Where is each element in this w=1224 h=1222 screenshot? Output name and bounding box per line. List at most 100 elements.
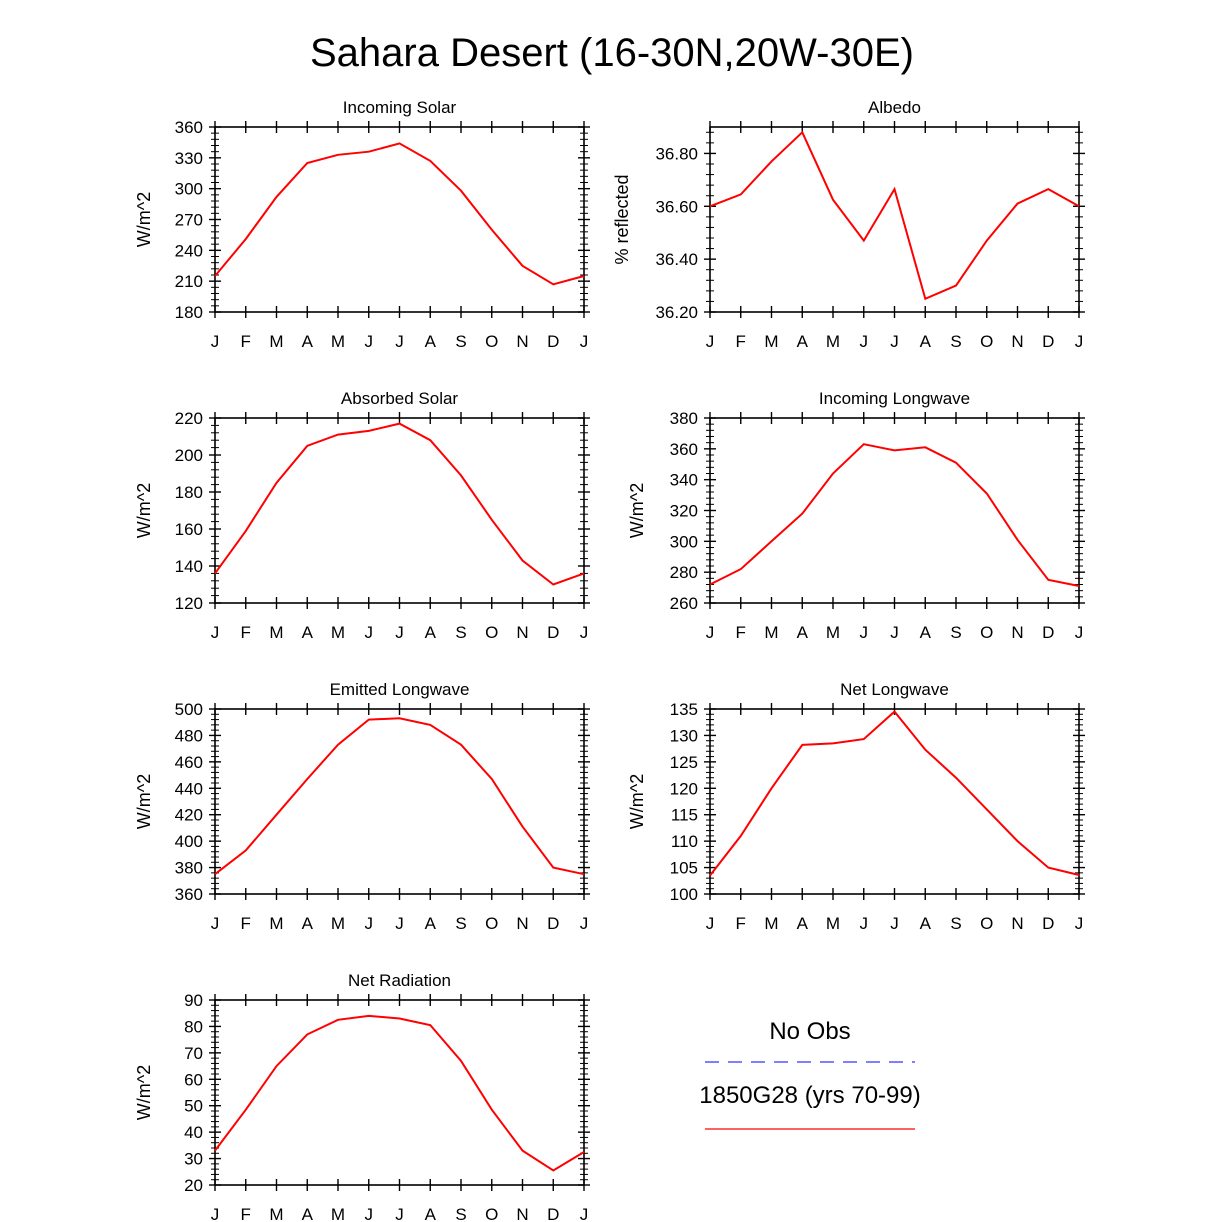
- panel-net-longwave: J F M A M J J A S O N D J100105110115120125130135Net…: [627, 680, 1085, 933]
- x-tick-label: F: [736, 332, 746, 351]
- x-tick-label: A: [425, 1205, 437, 1222]
- panels: J F M A M J J A S O N D J180210240270300330360Incomi…: [134, 98, 1085, 1222]
- x-tick-label: J: [211, 1205, 220, 1222]
- plot-frame: [214, 708, 585, 895]
- x-tick-label: D: [547, 1205, 559, 1222]
- x-tick-label: J: [365, 623, 374, 642]
- x-tick-label: F: [736, 623, 746, 642]
- y-tick-label: 300: [175, 180, 203, 199]
- x-tick-label: J: [890, 623, 899, 642]
- x-tick-label: J: [395, 1205, 404, 1222]
- y-tick-label: 100: [670, 885, 698, 904]
- x-tick-label: M: [331, 914, 345, 933]
- x-tick-label: J: [890, 332, 899, 351]
- y-tick-label: 120: [670, 779, 698, 798]
- panel-title: Incoming Solar: [343, 98, 457, 117]
- x-tick-label: A: [302, 332, 314, 351]
- y-tick-label: 180: [175, 303, 203, 322]
- y-tick-label: 260: [670, 594, 698, 613]
- x-tick-label: A: [797, 914, 809, 933]
- y-tick-label: 36.40: [655, 250, 698, 269]
- y-tick-label: 140: [175, 557, 203, 576]
- panel-incoming-solar: J F M A M J J A S O N D J180210240270300330360Incomi…: [134, 98, 590, 351]
- x-tick-label: S: [950, 914, 961, 933]
- x-tick-label: N: [1011, 623, 1023, 642]
- y-tick-label: 360: [670, 440, 698, 459]
- x-tick-label: O: [485, 623, 498, 642]
- panel-title: Emitted Longwave: [330, 680, 470, 699]
- x-tick-label: D: [1042, 914, 1054, 933]
- x-tick-label: J: [211, 332, 220, 351]
- legend-obs-label: No Obs: [769, 1018, 850, 1045]
- x-tick-label: J: [365, 332, 374, 351]
- x-tick-label: M: [269, 1205, 283, 1222]
- x-tick-label: F: [241, 332, 251, 351]
- x-tick-label: N: [516, 1205, 528, 1222]
- x-tick-label: M: [764, 914, 778, 933]
- x-tick-label: A: [302, 623, 314, 642]
- y-tick-label: 440: [175, 779, 203, 798]
- y-tick-label: 330: [175, 149, 203, 168]
- x-tick-label: M: [764, 623, 778, 642]
- x-tick-label: J: [580, 1205, 589, 1222]
- y-tick-label: 135: [670, 700, 698, 719]
- x-tick-label: S: [455, 914, 466, 933]
- x-tick-label: A: [920, 332, 932, 351]
- x-tick-label: J: [211, 914, 220, 933]
- panel-albedo: J F M A M J J A S O N D J36.2036.4036.6036.80Albedo%…: [612, 98, 1085, 351]
- y-tick-label: 360: [175, 118, 203, 137]
- y-tick-label: 180: [175, 483, 203, 502]
- y-axis-label: W/m^2: [134, 1065, 154, 1120]
- panel-title: Albedo: [868, 98, 921, 117]
- y-tick-label: 40: [184, 1123, 203, 1142]
- x-tick-label: A: [425, 914, 437, 933]
- x-tick-label: J: [706, 914, 715, 933]
- x-tick-label: N: [1011, 914, 1023, 933]
- x-tick-label: A: [302, 914, 314, 933]
- x-tick-label: M: [764, 332, 778, 351]
- y-tick-label: 380: [175, 859, 203, 878]
- y-tick-label: 220: [175, 409, 203, 428]
- panel-absorbed-solar: J F M A M J J A S O N D J120140160180200220Absorbed …: [134, 389, 590, 642]
- y-tick-label: 125: [670, 753, 698, 772]
- y-tick-label: 340: [670, 471, 698, 490]
- plot-frame: [214, 126, 585, 313]
- panel-emitted-longwave: J F M A M J J A S O N D J360380400420440460480500Emi…: [134, 680, 590, 933]
- y-tick-label: 160: [175, 520, 203, 539]
- y-tick-label: 300: [670, 532, 698, 551]
- y-tick-label: 130: [670, 726, 698, 745]
- y-tick-label: 360: [175, 885, 203, 904]
- x-tick-label: A: [920, 623, 932, 642]
- series-line-1850g28-yrs-70-99: [214, 1014, 585, 1172]
- y-tick-label: 36.60: [655, 197, 698, 216]
- x-tick-label: M: [269, 332, 283, 351]
- x-tick-label: D: [547, 623, 559, 642]
- x-tick-label: A: [302, 1205, 314, 1222]
- x-tick-label: A: [797, 623, 809, 642]
- y-tick-label: 460: [175, 753, 203, 772]
- y-tick-label: 210: [175, 272, 203, 291]
- x-tick-label: J: [580, 914, 589, 933]
- series-line-1850g28-yrs-70-99: [214, 717, 585, 876]
- y-tick-label: 115: [671, 806, 698, 825]
- x-tick-label: J: [1075, 623, 1084, 642]
- x-tick-label: J: [580, 623, 589, 642]
- y-tick-label: 70: [184, 1044, 203, 1063]
- series-line-1850g28-yrs-70-99: [709, 443, 1080, 587]
- x-tick-label: M: [269, 914, 283, 933]
- x-tick-label: D: [1042, 332, 1054, 351]
- y-tick-label: 500: [175, 700, 203, 719]
- panel-title: Net Longwave: [840, 680, 949, 699]
- x-tick-label: J: [890, 914, 899, 933]
- plot-frame: [709, 417, 1080, 604]
- x-tick-label: N: [516, 332, 528, 351]
- series-line-1850g28-yrs-70-99: [709, 130, 1080, 301]
- y-tick-label: 380: [670, 409, 698, 428]
- x-tick-label: M: [331, 623, 345, 642]
- figure-title: Sahara Desert (16-30N,20W-30E): [310, 31, 914, 75]
- y-tick-label: 20: [184, 1176, 203, 1195]
- legend: No Obs 1850G28 (yrs 70-99): [699, 1018, 921, 1130]
- y-tick-label: 80: [184, 1017, 203, 1036]
- x-tick-label: A: [920, 914, 932, 933]
- y-tick-label: 105: [670, 859, 698, 878]
